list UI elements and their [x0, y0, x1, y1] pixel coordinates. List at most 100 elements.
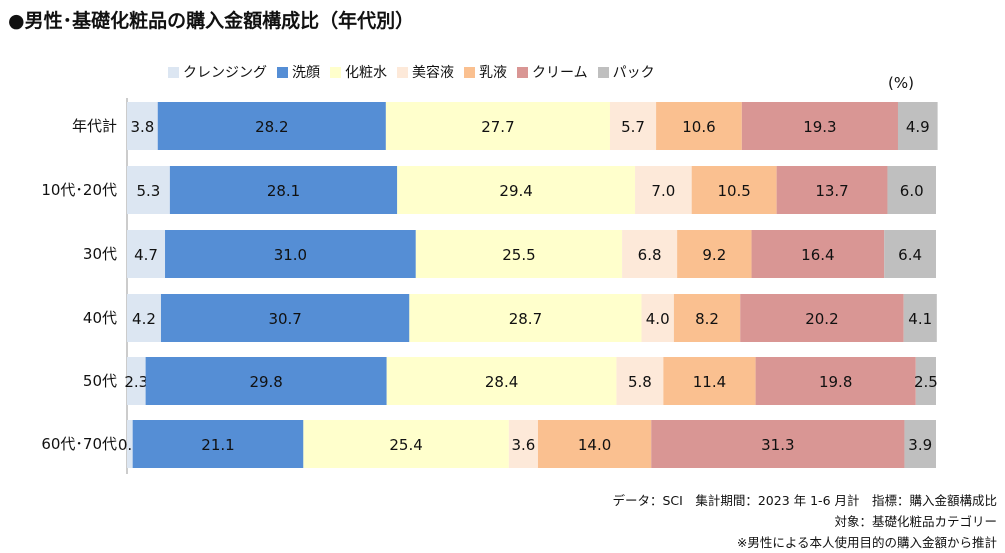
data-label: 25.4: [389, 436, 422, 454]
bar-segment: [663, 357, 756, 405]
bar-segment: [409, 294, 642, 342]
data-label: 2.5: [914, 373, 938, 391]
legend-swatch: [597, 66, 609, 78]
data-label: 16.4: [801, 246, 834, 264]
bar-segment: [884, 230, 936, 278]
category-label: 60代･70代: [41, 435, 117, 453]
legend: クレンジング 洗顔 化粧水 美容液 乳液 クリーム パック: [168, 62, 655, 82]
data-label: 7.0: [651, 182, 675, 200]
bar-segment: [127, 102, 158, 150]
data-label: 6.8: [638, 246, 662, 264]
bar-segment: [622, 230, 678, 278]
bar-segment: [776, 166, 888, 214]
data-label: 31.3: [761, 436, 794, 454]
bar-segment: [751, 230, 885, 278]
data-label: 4.7: [134, 246, 158, 264]
category-label: 10代･20代: [41, 181, 117, 199]
bar-segment: [132, 420, 304, 468]
legend-swatch: [330, 66, 341, 78]
legend-label: 乳液: [479, 65, 507, 81]
data-label: 5.3: [137, 182, 161, 200]
bar-segment: [740, 294, 904, 342]
bar-segment: [887, 166, 936, 214]
legend-item: クリーム: [517, 62, 588, 82]
bar-segment: [160, 294, 410, 342]
data-label: 21.1: [201, 436, 234, 454]
data-label: 4.0: [646, 310, 670, 328]
data-label: 6.4: [898, 246, 922, 264]
data-label: 19.8: [819, 373, 852, 391]
data-label: 28.2: [255, 118, 288, 136]
legend-item: 化粧水: [330, 62, 387, 82]
unit-label: (%): [888, 74, 914, 92]
data-label: 29.8: [249, 373, 282, 391]
bar-segment: [616, 357, 664, 405]
data-label: 27.7: [481, 118, 514, 136]
data-label: 3.9: [908, 436, 932, 454]
footnote-target: 対象：基礎化粧品カテゴリー: [834, 514, 997, 529]
bar-segment: [169, 166, 398, 214]
data-label: 31.0: [274, 246, 307, 264]
data-label: 9.2: [702, 246, 726, 264]
bar-segment: [651, 420, 905, 468]
bar-segment: [635, 166, 692, 214]
legend-swatch: [397, 66, 408, 78]
bar-segment: [385, 102, 610, 150]
category-label: 40代: [83, 309, 117, 327]
category-label: 30代: [83, 245, 117, 263]
bar-segment: [537, 420, 652, 468]
legend-swatch: [277, 66, 288, 78]
bar-segment: [656, 102, 742, 150]
data-label: 8.2: [695, 310, 719, 328]
data-label: 4.9: [906, 118, 930, 136]
category-label: 年代計: [72, 117, 117, 135]
data-label: 4.2: [132, 310, 156, 328]
bar-segment: [677, 230, 752, 278]
data-label: 28.1: [267, 182, 300, 200]
data-label: 11.4: [693, 373, 726, 391]
data-label: 10.5: [717, 182, 750, 200]
category-label: 50代: [83, 372, 117, 390]
chart-title: ●男性･基礎化粧品の購入金額構成比（年代別）: [8, 10, 415, 32]
bar-segment: [415, 230, 623, 278]
bar-segment: [127, 357, 146, 405]
data-label: 3.6: [511, 436, 535, 454]
bar-segment: [673, 294, 741, 342]
legend-label: クリーム: [532, 65, 588, 81]
bar-segment: [897, 102, 938, 150]
bar-segment: [915, 357, 936, 405]
bar-segment: [903, 294, 937, 342]
bar-segment: [508, 420, 538, 468]
data-label: 20.2: [805, 310, 838, 328]
bar-segment: [303, 420, 509, 468]
data-label: 5.7: [621, 118, 645, 136]
bar-segment: [127, 294, 161, 342]
bar-segment: [609, 102, 657, 150]
bar-segment: [127, 230, 166, 278]
legend-item: 洗顔: [277, 62, 320, 82]
footnote-source: データ：SCI 集計期間：2023 年 1-6 月計 指標：購入金額構成比: [612, 493, 998, 508]
footnote-note: ※男性による本人使用目的の購入金額から推計: [736, 535, 997, 550]
data-label: 6.0: [900, 182, 924, 200]
legend-label: 美容液: [412, 65, 454, 81]
data-label: 14.0: [578, 436, 611, 454]
data-label: 2.3: [124, 373, 148, 391]
bar-segment: [741, 102, 898, 150]
data-label: 30.7: [268, 310, 301, 328]
legend-swatch: [168, 66, 179, 78]
bar-segment: [691, 166, 777, 214]
data-label: 28.4: [485, 373, 518, 391]
bar-segment: [755, 357, 916, 405]
data-label: 5.8: [628, 373, 652, 391]
legend-label: クレンジング: [183, 65, 267, 81]
data-label: 29.4: [499, 182, 532, 200]
data-label: 3.8: [130, 118, 154, 136]
legend-item: 美容液: [397, 62, 454, 82]
legend-item: パック: [597, 62, 655, 82]
bar-segment: [127, 420, 133, 468]
legend-swatch: [517, 66, 528, 78]
data-label: 10.6: [682, 118, 715, 136]
legend-label: 化粧水: [345, 65, 387, 81]
legend-label: 洗顔: [292, 65, 320, 81]
